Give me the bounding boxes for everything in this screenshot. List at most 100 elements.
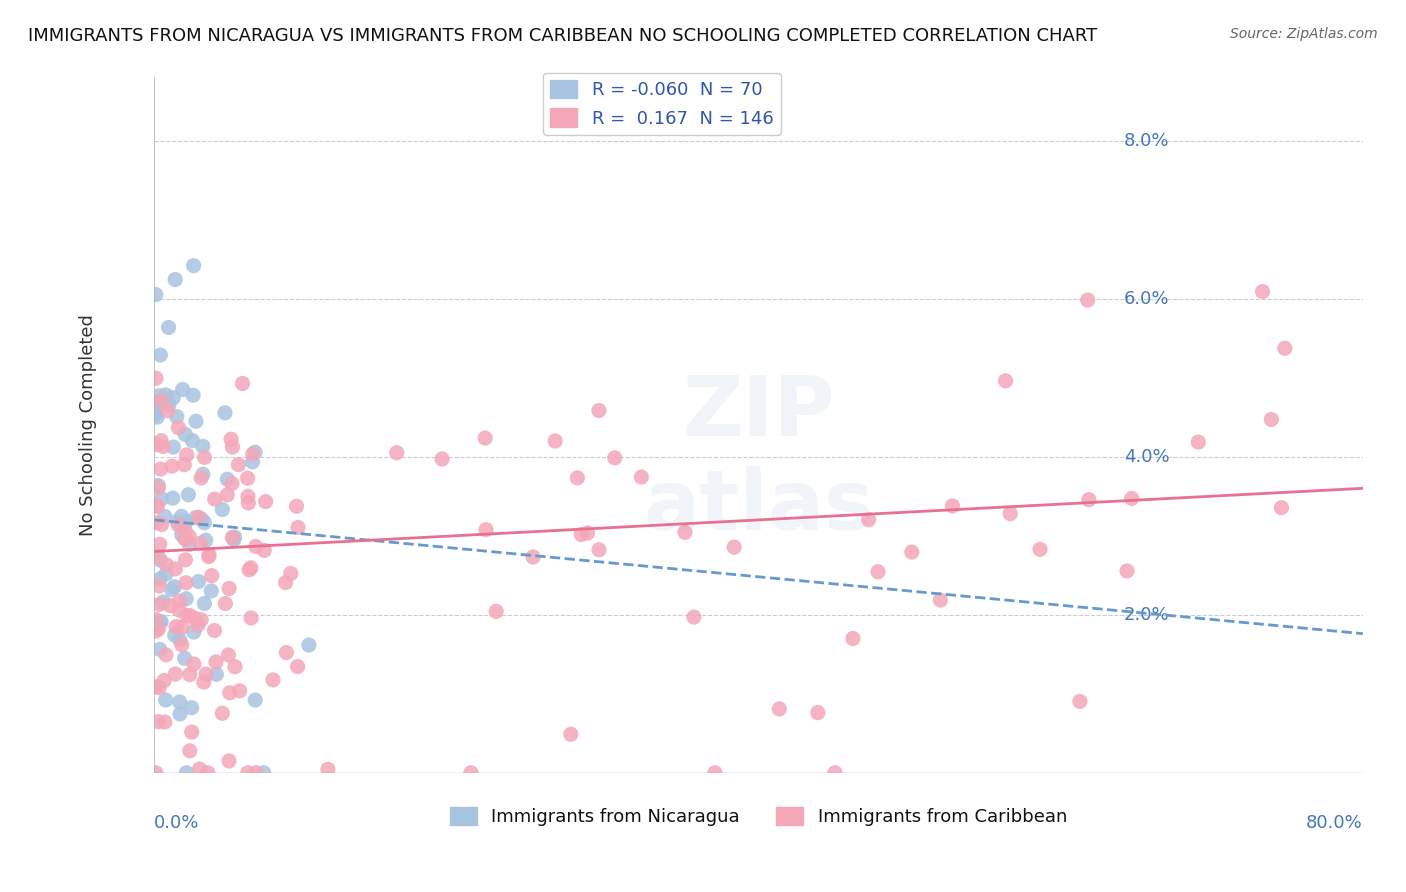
Text: Source: ZipAtlas.com: Source: ZipAtlas.com	[1230, 27, 1378, 41]
Point	[193, 516, 215, 530]
Point	[298, 638, 321, 652]
Point	[217, 488, 239, 502]
Point	[150, 615, 173, 629]
Point	[866, 565, 889, 579]
Point	[177, 488, 200, 502]
Point	[172, 620, 194, 634]
Point	[149, 348, 172, 362]
Point	[155, 558, 177, 572]
Point	[1077, 293, 1099, 307]
Point	[162, 391, 184, 405]
Point	[242, 447, 264, 461]
Point	[159, 599, 181, 613]
Point	[149, 462, 172, 476]
Point	[190, 471, 212, 485]
Point	[222, 533, 245, 547]
Point	[169, 594, 191, 608]
Point	[153, 714, 176, 729]
Point	[155, 388, 177, 402]
Point	[193, 450, 215, 465]
Point	[673, 525, 696, 540]
Point	[204, 492, 226, 507]
Text: 8.0%: 8.0%	[1123, 132, 1168, 150]
Point	[901, 545, 924, 559]
Point	[145, 287, 167, 301]
Point	[183, 259, 205, 273]
Point	[176, 448, 198, 462]
Point	[148, 622, 170, 636]
Point	[218, 754, 240, 768]
Point	[316, 763, 339, 777]
Point	[245, 540, 267, 554]
Point	[231, 376, 253, 391]
Point	[858, 513, 880, 527]
Point	[173, 651, 195, 665]
Point	[152, 440, 174, 454]
Point	[214, 597, 236, 611]
Text: IMMIGRANTS FROM NICARAGUA VS IMMIGRANTS FROM CARIBBEAN NO SCHOOLING COMPLETED CO: IMMIGRANTS FROM NICARAGUA VS IMMIGRANTS …	[28, 27, 1097, 45]
Point	[236, 765, 259, 780]
Point	[184, 611, 207, 625]
Point	[287, 520, 309, 534]
Point	[243, 445, 266, 459]
Point	[179, 608, 201, 623]
Point	[174, 591, 197, 606]
Point	[588, 542, 610, 557]
Point	[180, 725, 202, 739]
Point	[217, 472, 239, 486]
Point	[165, 562, 187, 576]
Point	[236, 490, 259, 504]
Point	[183, 625, 205, 640]
Point	[148, 579, 170, 593]
Text: 0.0%: 0.0%	[155, 814, 200, 832]
Point	[155, 693, 177, 707]
Point	[274, 575, 297, 590]
Legend: Immigrants from Nicaragua, Immigrants from Caribbean: Immigrants from Nicaragua, Immigrants fr…	[443, 799, 1074, 833]
Point	[1029, 542, 1052, 557]
Point	[198, 548, 221, 562]
Point	[149, 572, 172, 586]
Text: 80.0%: 80.0%	[1306, 814, 1362, 832]
Point	[181, 388, 204, 402]
Point	[385, 446, 408, 460]
Point	[1000, 507, 1022, 521]
Point	[149, 537, 172, 551]
Point	[179, 744, 201, 758]
Point	[1116, 564, 1139, 578]
Point	[214, 406, 236, 420]
Point	[1260, 412, 1282, 426]
Point	[221, 440, 243, 454]
Point	[167, 420, 190, 434]
Point	[176, 765, 198, 780]
Point	[430, 452, 453, 467]
Point	[238, 563, 260, 577]
Point	[187, 618, 209, 632]
Point	[824, 765, 846, 780]
Point	[174, 575, 197, 590]
Point	[941, 499, 963, 513]
Point	[190, 512, 212, 526]
Point	[205, 655, 228, 669]
Point	[211, 706, 233, 721]
Point	[180, 700, 202, 714]
Point	[174, 515, 197, 529]
Point	[148, 389, 170, 403]
Point	[162, 491, 184, 505]
Point	[485, 604, 508, 618]
Point	[145, 371, 167, 385]
Point	[170, 527, 193, 541]
Point	[145, 499, 167, 513]
Point	[280, 566, 302, 581]
Point	[218, 582, 240, 596]
Point	[155, 648, 177, 662]
Point	[145, 613, 167, 627]
Point	[200, 584, 222, 599]
Point	[221, 476, 243, 491]
Text: 4.0%: 4.0%	[1123, 448, 1170, 466]
Point	[1187, 435, 1209, 450]
Point	[145, 396, 167, 410]
Point	[148, 598, 170, 612]
Point	[145, 765, 167, 780]
Point	[1274, 341, 1296, 355]
Point	[153, 509, 176, 524]
